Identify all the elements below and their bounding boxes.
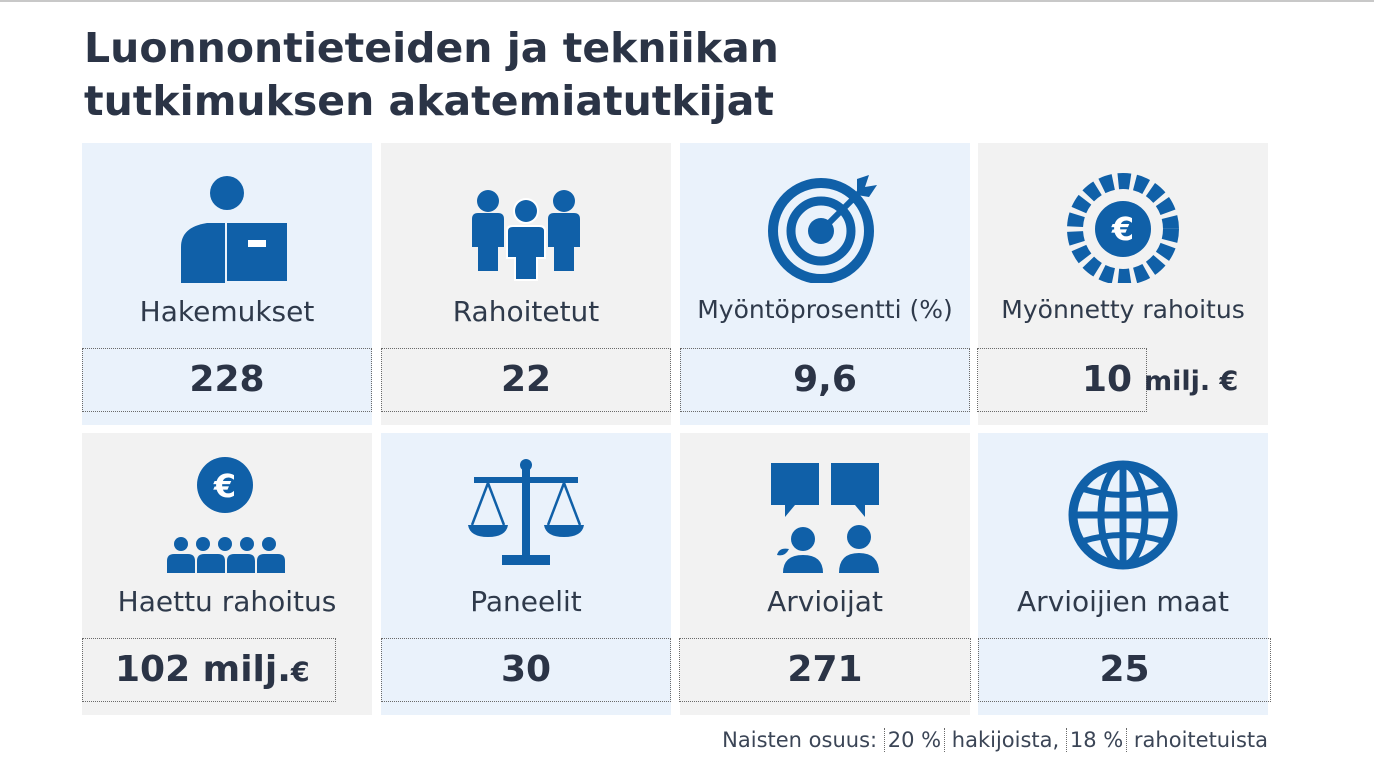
svg-text:€: €	[213, 467, 236, 505]
footnote-suffix: rahoitetuista	[1127, 728, 1268, 752]
value-box: 102 milj.€	[82, 638, 336, 702]
card-panels: Paneelit 30	[381, 433, 671, 715]
women-applicants-share: 20 %	[883, 728, 946, 752]
scales-icon	[466, 455, 586, 573]
card-unit: milj. €	[1144, 366, 1239, 397]
value-box: 10	[977, 348, 1147, 412]
card-unit: €	[290, 657, 310, 688]
applicant-icon	[167, 165, 287, 283]
page-title: Luonnontieteiden ja tekniikan tutkimukse…	[84, 22, 984, 128]
card-label: Myönnetty rahoitus	[1001, 295, 1245, 324]
value-box: 22	[381, 348, 671, 412]
card-value: 9,6	[793, 359, 857, 400]
card-applications: Hakemukset 228	[82, 143, 372, 425]
women-share-footnote: Naisten osuus: 20 % hakijoista, 18 % rah…	[722, 728, 1268, 752]
card-label: Haettu rahoitus	[117, 585, 337, 618]
svg-text:€: €	[1111, 210, 1134, 248]
value-box: 9,6	[680, 348, 970, 412]
reviewers-icon	[765, 455, 885, 573]
card-value: 10	[1082, 359, 1133, 400]
card-value: 30	[500, 649, 552, 690]
card-applied-funding: € Haettu rahoitus 102 milj.€	[82, 433, 372, 715]
card-reviewer-countries: Arvioijien maat 25	[978, 433, 1271, 715]
card-reviewers: Arvioijat 271	[679, 433, 971, 715]
card-value: 25	[1099, 649, 1150, 690]
card-granted-funding: € Myönnetty rahoitus 10 milj. €	[977, 143, 1268, 425]
euro-people-icon: €	[167, 455, 287, 573]
card-label: Myöntöprosentti (%)	[697, 295, 953, 324]
footnote-middle: hakijoista,	[945, 728, 1066, 752]
card-value: 22	[500, 359, 552, 400]
card-value: 102 milj.	[115, 649, 291, 690]
value-box: 228	[82, 348, 372, 412]
card-funded: Rahoitetut 22	[381, 143, 671, 425]
footnote-prefix: Naisten osuus:	[722, 728, 884, 752]
card-label: Arvioijat	[767, 585, 883, 618]
title-line-2: tutkimuksen akatemiatutkijat	[84, 77, 775, 125]
target-icon	[765, 165, 885, 283]
value-box: 30	[381, 638, 671, 702]
euro-coin-icon: €	[1063, 165, 1183, 283]
title-line-1: Luonnontieteiden ja tekniikan	[84, 24, 779, 72]
card-label: Rahoitetut	[452, 295, 600, 328]
top-divider	[0, 0, 1374, 2]
card-label: Hakemukset	[139, 295, 315, 328]
card-label: Paneelit	[470, 585, 582, 618]
card-label: Arvioijien maat	[1017, 585, 1229, 618]
people-group-icon	[466, 165, 586, 283]
card-value: 228	[189, 359, 265, 400]
card-value: 271	[787, 649, 863, 690]
value-box: 271	[679, 638, 971, 702]
women-funded-share: 18 %	[1065, 728, 1128, 752]
card-success-rate: Myöntöprosentti (%) 9,6	[680, 143, 970, 425]
globe-icon	[1063, 455, 1183, 573]
value-box: 25	[978, 638, 1271, 702]
